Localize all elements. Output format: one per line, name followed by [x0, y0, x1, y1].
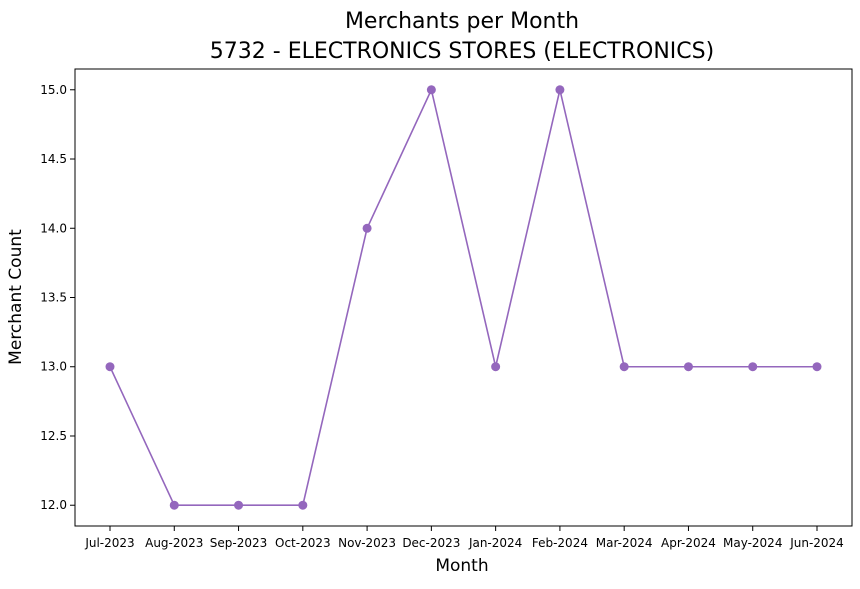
- data-point: [362, 223, 372, 233]
- x-axis-label: Month: [435, 556, 488, 576]
- chart-title-line2: 5732 - ELECTRONICS STORES (ELECTRONICS): [210, 39, 714, 64]
- x-tick-label: Jul-2023: [84, 536, 134, 550]
- data-point: [169, 500, 179, 510]
- y-tick-label: 14.0: [40, 221, 67, 235]
- x-tick-label: Apr-2024: [661, 536, 716, 550]
- series-markers: [105, 85, 822, 510]
- y-tick-label: 12.5: [40, 429, 67, 443]
- data-point: [619, 362, 629, 372]
- y-tick-label: 15.0: [40, 83, 67, 97]
- x-tick-label: Feb-2024: [532, 536, 588, 550]
- series-line: [109, 87, 817, 507]
- data-point: [491, 362, 501, 372]
- x-tick-label: Jan-2024: [468, 536, 522, 550]
- x-tick-label: Dec-2023: [402, 536, 460, 550]
- x-tick-label: Mar-2024: [596, 536, 653, 550]
- data-point: [748, 362, 758, 372]
- chart-title-line1: Merchants per Month: [345, 9, 579, 34]
- x-axis: Jul-2023 Aug-2023 Sep-2023 Oct-2023 Nov-2023…: [84, 526, 844, 550]
- data-point: [555, 85, 565, 95]
- data-point: [105, 362, 115, 372]
- y-tick-label: 13.0: [40, 360, 67, 374]
- x-tick-label: Sep-2023: [210, 536, 268, 550]
- y-tick-label: 14.5: [40, 152, 67, 166]
- x-tick-label: Nov-2023: [338, 536, 396, 550]
- x-tick-label: Aug-2023: [145, 536, 203, 550]
- plot-area: [74, 68, 853, 527]
- x-tick-label: May-2024: [723, 536, 782, 550]
- x-tick-label: Jun-2024: [789, 536, 844, 550]
- data-point: [298, 500, 308, 510]
- data-point: [683, 362, 693, 372]
- y-axis: 12.0 12.5 13.0 13.5 14.0 14.5 15.0: [40, 83, 75, 512]
- data-point: [234, 500, 244, 510]
- data-point: [812, 362, 822, 372]
- x-tick-label: Oct-2023: [275, 536, 331, 550]
- y-tick-label: 13.5: [40, 291, 67, 305]
- y-tick-label: 12.0: [40, 498, 67, 512]
- y-axis-label: Merchant Count: [6, 229, 26, 365]
- data-point: [426, 85, 436, 95]
